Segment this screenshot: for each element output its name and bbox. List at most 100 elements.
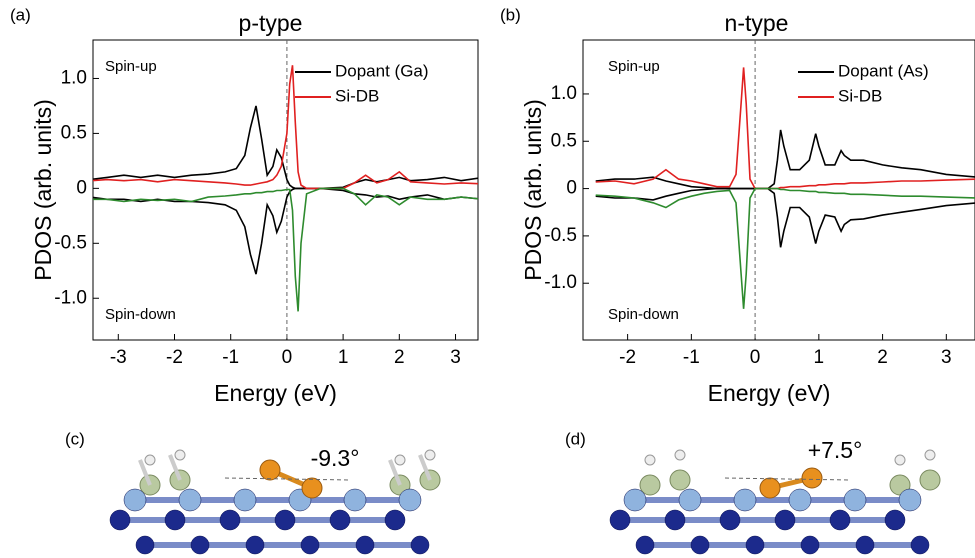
atom (885, 510, 905, 530)
x-tick-label: -1 (222, 347, 239, 368)
chart-title: n-type (725, 10, 789, 36)
atom (789, 489, 811, 511)
atom (179, 489, 201, 511)
y-tick-label: 0.5 (61, 122, 87, 143)
hydrogen (425, 450, 435, 460)
y-axis-label: PDOS (arb. units) (30, 99, 56, 281)
annotation: Spin-up (105, 58, 157, 75)
legend-label: Si-DB (838, 86, 882, 105)
x-axis-label: Energy (eV) (708, 380, 831, 406)
y-tick-label: -1.0 (54, 287, 87, 308)
atom (399, 489, 421, 511)
atom (234, 489, 256, 511)
pdos-line (596, 67, 975, 188)
atom (679, 489, 701, 511)
y-tick-label: 0.5 (551, 130, 577, 151)
dopant (260, 460, 280, 480)
pdos-line (596, 189, 975, 309)
annotation: Spin-down (608, 306, 679, 323)
si-surface (670, 470, 690, 490)
atom (899, 489, 921, 511)
x-tick-label: -3 (110, 347, 127, 368)
y-tick-label: 0 (76, 177, 87, 198)
si-surface (640, 475, 660, 495)
chart-title: p-type (239, 10, 303, 36)
legend-label: Dopant (Ga) (335, 61, 429, 80)
angle-label: +7.5° (808, 437, 863, 463)
y-tick-label: 1.0 (551, 83, 577, 104)
x-tick-label: 3 (941, 347, 952, 368)
atom (220, 510, 240, 530)
atom (911, 536, 929, 554)
atom (844, 489, 866, 511)
atom (636, 536, 654, 554)
y-tick-label: -1.0 (544, 272, 577, 293)
atom (136, 536, 154, 554)
atom (301, 536, 319, 554)
si-surface (920, 470, 940, 490)
series-group (596, 67, 975, 308)
hydrogen (395, 455, 405, 465)
y-axis-label: PDOS (arb. units) (520, 99, 546, 281)
plot-frame (583, 40, 975, 340)
angle-label: -9.3° (311, 445, 360, 471)
atom (665, 510, 685, 530)
legend-label: Si-DB (335, 86, 379, 105)
x-tick-label: 2 (394, 347, 405, 368)
atom (746, 536, 764, 554)
panel-label: (b) (500, 5, 521, 24)
x-axis-label: Energy (eV) (214, 380, 337, 406)
x-tick-label: 0 (750, 347, 761, 368)
atom (330, 510, 350, 530)
atom (624, 489, 646, 511)
atom (775, 510, 795, 530)
y-tick-label: -0.5 (544, 225, 577, 246)
y-tick-label: -0.5 (54, 232, 87, 253)
atom (110, 510, 130, 530)
dopant (302, 478, 322, 498)
atom (691, 536, 709, 554)
atom (191, 536, 209, 554)
x-tick-label: 3 (450, 347, 461, 368)
pdos-line (596, 189, 975, 248)
y-tick-label: 1.0 (61, 67, 87, 88)
hydrogen (675, 450, 685, 460)
x-tick-label: -2 (619, 347, 636, 368)
x-tick-label: 1 (338, 347, 349, 368)
atom (734, 489, 756, 511)
hydrogen (145, 455, 155, 465)
panel-label: (d) (565, 429, 586, 448)
figure: -3 -2 -1 0 1 2 3 -1.0 -0.5 0 0.5 1.0 Dopant (Ga) Si-D… (0, 0, 975, 558)
atom (411, 536, 429, 554)
hydrogen (925, 450, 935, 460)
hydrogen (175, 450, 185, 460)
atom (856, 536, 874, 554)
panel-label: (c) (65, 429, 85, 448)
x-tick-label: 0 (282, 347, 293, 368)
atom (801, 536, 819, 554)
x-tick-label: 2 (877, 347, 888, 368)
x-tick-label: -2 (166, 347, 183, 368)
x-tick-label: -1 (683, 347, 700, 368)
y-tick-label: 0 (566, 178, 577, 199)
atom (720, 510, 740, 530)
dopant (802, 468, 822, 488)
atom (165, 510, 185, 530)
annotation: Spin-down (105, 306, 176, 323)
atom (610, 510, 630, 530)
guide (725, 478, 850, 480)
hydrogen (895, 455, 905, 465)
atom (344, 489, 366, 511)
hydrogen (645, 455, 655, 465)
atom (356, 536, 374, 554)
legend-label: Dopant (As) (838, 61, 929, 80)
atom (830, 510, 850, 530)
x-tick-label: 1 (814, 347, 825, 368)
atom (385, 510, 405, 530)
atom (275, 510, 295, 530)
annotation: Spin-up (608, 58, 660, 75)
panel-label: (a) (10, 5, 31, 24)
atom (124, 489, 146, 511)
atom (246, 536, 264, 554)
dopant (760, 478, 780, 498)
